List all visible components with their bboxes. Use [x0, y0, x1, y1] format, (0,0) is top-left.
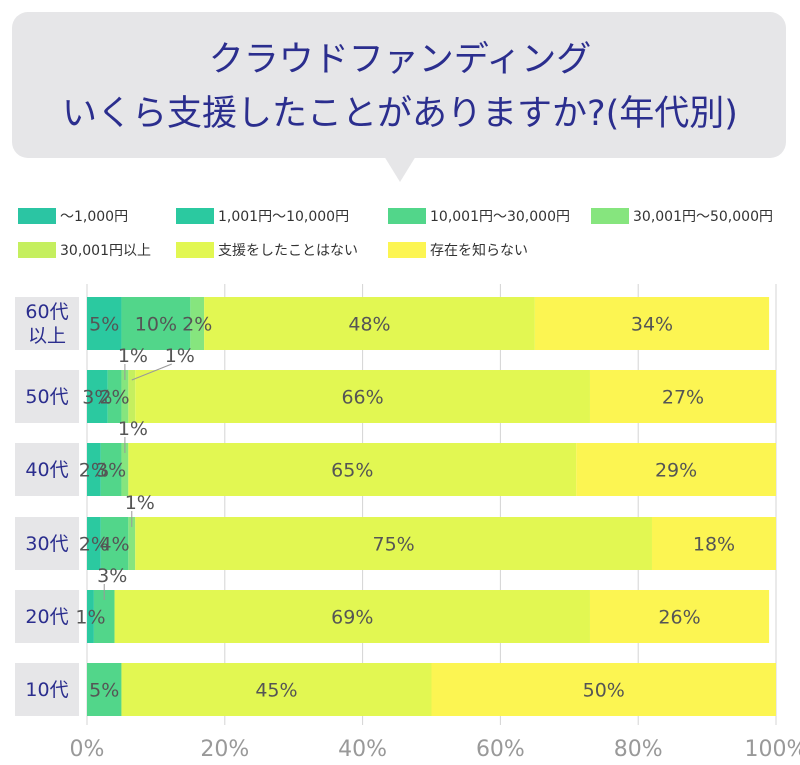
legend-item: 〜1,000円 — [18, 205, 128, 227]
bar-segment — [589, 370, 776, 423]
row-label: 50代 — [15, 370, 79, 423]
bar-value-label: 4% — [99, 534, 129, 556]
bar-value-label: 45% — [255, 680, 297, 702]
row-label: 30代 — [15, 517, 79, 570]
bar-segment — [576, 443, 776, 496]
legend-item: 10,001円〜30,000円 — [388, 205, 570, 227]
x-tick-label: 80% — [614, 737, 663, 762]
bar-value-label: 2% — [99, 387, 129, 409]
legend-swatch — [388, 242, 426, 258]
x-tick-label: 20% — [200, 737, 249, 762]
bar-value-callout: 1% — [118, 345, 148, 367]
x-tick-label: 60% — [476, 737, 525, 762]
bar-segment — [93, 590, 115, 643]
bar-value-label: 75% — [372, 534, 414, 556]
bar-segment — [87, 663, 122, 716]
bar-segment — [87, 517, 101, 570]
legend-label: 10,001円〜30,000円 — [430, 209, 570, 225]
legend-label: 存在を知らない — [430, 243, 528, 259]
bar-segment — [87, 590, 94, 643]
bar-segment — [107, 370, 122, 423]
bar-value-label: 26% — [658, 607, 700, 629]
bar-segment — [135, 517, 652, 570]
bar-segment — [128, 517, 136, 570]
legend-item: 1,001円〜10,000円 — [176, 205, 349, 227]
bar-value-label: 66% — [341, 387, 383, 409]
bar-segment — [431, 663, 776, 716]
bar-segment — [128, 370, 136, 423]
bar-value-callout: 1% — [118, 418, 148, 440]
bar-value-label: 1% — [75, 607, 105, 629]
legend-swatch — [591, 208, 629, 224]
legend-label: 1,001円〜10,000円 — [218, 209, 350, 225]
bar-value-label: 2% — [182, 314, 212, 336]
row-label: 40代 — [15, 443, 79, 496]
bar-segment — [135, 370, 590, 423]
bar-value-callout: 1% — [125, 492, 155, 514]
bar-value-label: 2% — [79, 460, 109, 482]
row-label: 20代 — [15, 590, 79, 643]
x-tick-label: 40% — [338, 737, 387, 762]
bar-value-label: 34% — [631, 314, 673, 336]
chart-title-line-2: いくら支援したことがありますか?(年代別) — [62, 94, 738, 134]
title-bubble — [12, 12, 786, 158]
legend-swatch — [176, 242, 214, 258]
legend-swatch — [176, 208, 214, 224]
legend-label: 30,001円以上 — [60, 243, 151, 259]
legend-item: 30,001円以上 — [18, 239, 151, 261]
legend-swatch — [388, 208, 426, 224]
legend-label: 〜1,000円 — [60, 209, 129, 225]
legend-label: 支援をしたことはない — [218, 243, 358, 259]
bar-value-callout: 1% — [165, 345, 195, 367]
bar-value-label: 10% — [135, 314, 177, 336]
bar-value-label: 29% — [655, 460, 697, 482]
bar-value-label: 69% — [331, 607, 373, 629]
bar-segment — [87, 443, 101, 496]
legend-item: 存在を知らない — [388, 239, 528, 261]
bar-value-label: 50% — [583, 680, 625, 702]
bar-value-label: 5% — [89, 680, 119, 702]
bar-value-label: 2% — [79, 534, 109, 556]
row-label: 60代 以上 — [15, 297, 79, 350]
bar-value-callout: 3% — [97, 565, 127, 587]
bar-value-label: 3% — [82, 387, 112, 409]
legend-swatch — [18, 242, 56, 258]
x-tick-label: 0% — [70, 737, 105, 762]
bar-segment — [87, 370, 108, 423]
chart-title-line-1: クラウドファンディング — [208, 40, 592, 80]
bar-segment — [121, 443, 129, 496]
legend-item: 支援をしたことはない — [176, 239, 358, 261]
bar-segment — [100, 443, 122, 496]
title-bubble-tail — [384, 156, 416, 182]
bar-segment — [121, 663, 432, 716]
bar-segment — [114, 590, 590, 643]
callout-leader-line — [131, 363, 172, 381]
legend-item: 30,001円〜50,000円 — [591, 205, 773, 227]
bar-value-label: 48% — [348, 314, 390, 336]
bar-segment — [121, 297, 191, 350]
bar-segment — [190, 297, 205, 350]
bar-value-label: 5% — [89, 314, 119, 336]
row-label: 10代 — [15, 663, 79, 716]
bar-value-label: 3% — [96, 460, 126, 482]
bar-segment — [100, 517, 129, 570]
bar-segment — [651, 517, 776, 570]
bar-value-label: 27% — [662, 387, 704, 409]
bar-segment — [534, 297, 770, 350]
bar-segment — [589, 590, 770, 643]
legend-label: 30,001円〜50,000円 — [633, 209, 773, 225]
bar-value-label: 18% — [693, 534, 735, 556]
x-tick-label: 100% — [745, 737, 800, 762]
legend-swatch — [18, 208, 56, 224]
bar-value-label: 65% — [331, 460, 373, 482]
bar-segment — [204, 297, 535, 350]
bar-segment — [87, 297, 122, 350]
bar-segment — [121, 370, 129, 423]
bar-segment — [128, 443, 577, 496]
